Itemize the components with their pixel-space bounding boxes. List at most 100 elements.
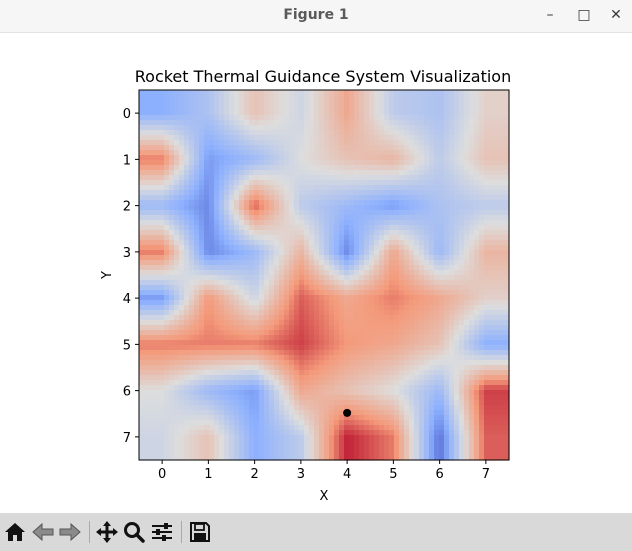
heatmap-cell <box>184 205 190 211</box>
heatmap-cell <box>479 325 485 331</box>
heatmap-cell <box>389 235 395 241</box>
heatmap-cell <box>239 130 245 136</box>
heatmap-cell <box>269 320 275 326</box>
heatmap-cell <box>314 410 320 416</box>
heatmap-cell <box>309 305 315 311</box>
heatmap-cell <box>454 340 460 346</box>
heatmap-cell <box>274 240 280 246</box>
heatmap-cell <box>354 225 360 231</box>
heatmap-cell <box>489 395 495 401</box>
heatmap-cell <box>294 110 300 116</box>
heatmap-cell <box>354 265 360 271</box>
heatmap-cell <box>459 375 465 381</box>
heatmap-cell <box>314 275 320 281</box>
heatmap-cell <box>164 145 170 151</box>
heatmap-cell <box>169 375 175 381</box>
heatmap-cell <box>324 350 330 356</box>
heatmap-cell <box>469 280 475 286</box>
heatmap-cell <box>269 300 275 306</box>
heatmap-cell <box>229 360 235 366</box>
heatmap-cell <box>474 275 480 281</box>
heatmap-cell <box>379 330 385 336</box>
heatmap-cell <box>159 410 165 416</box>
heatmap-cell <box>259 105 265 111</box>
heatmap-cell <box>464 100 470 106</box>
heatmap-cell <box>369 310 375 316</box>
heatmap-cell <box>214 160 220 166</box>
heatmap-cell <box>214 390 220 396</box>
heatmap-cell <box>234 250 240 256</box>
heatmap-cell <box>244 255 250 261</box>
heatmap-cell <box>434 380 440 386</box>
heatmap-cell <box>329 375 335 381</box>
heatmap-cell <box>284 265 290 271</box>
heatmap-cell <box>284 95 290 101</box>
close-button[interactable]: ✕ <box>610 7 622 23</box>
heatmap-cell <box>364 240 370 246</box>
heatmap-cell <box>459 200 465 206</box>
heatmap-cell <box>484 400 490 406</box>
heatmap-cell <box>239 390 245 396</box>
heatmap-cell <box>209 170 215 176</box>
heatmap-cell <box>374 305 380 311</box>
heatmap-cell <box>144 385 150 391</box>
heatmap-cell <box>259 190 265 196</box>
heatmap-cell <box>329 100 335 106</box>
minimize-button[interactable]: – <box>546 7 554 23</box>
heatmap-cell <box>389 135 395 141</box>
heatmap-cell <box>364 300 370 306</box>
heatmap-cell <box>194 420 200 426</box>
heatmap-cell <box>474 245 480 251</box>
heatmap-cell <box>474 115 480 121</box>
heatmap-cell <box>199 205 205 211</box>
heatmap-cell <box>374 415 380 421</box>
heatmap-cell <box>424 220 430 226</box>
heatmap-cell <box>194 365 200 371</box>
heatmap-cell <box>449 380 455 386</box>
heatmap-cell <box>484 110 490 116</box>
heatmap-cell <box>139 290 145 296</box>
heatmap-cell <box>479 260 485 266</box>
heatmap-cell <box>164 210 170 216</box>
heatmap-cell <box>249 215 255 221</box>
heatmap-cell <box>304 155 310 161</box>
heatmap-cell <box>299 405 305 411</box>
heatmap-cell <box>259 295 265 301</box>
heatmap-cell <box>229 140 235 146</box>
heatmap-cell <box>364 255 370 261</box>
heatmap-cell <box>444 355 450 361</box>
heatmap-cell <box>274 145 280 151</box>
heatmap-cell <box>299 345 305 351</box>
heatmap-cell <box>474 205 480 211</box>
heatmap-cell <box>254 410 260 416</box>
heatmap-cell <box>479 230 485 236</box>
heatmap-cell <box>209 405 215 411</box>
heatmap-cell <box>304 275 310 281</box>
maximize-button[interactable]: □ <box>577 7 591 23</box>
heatmap-cell <box>374 140 380 146</box>
heatmap-cell <box>369 180 375 186</box>
heatmap-cell <box>239 195 245 201</box>
heatmap-cell <box>264 410 270 416</box>
heatmap-cell <box>199 100 205 106</box>
heatmap-cell <box>324 145 330 151</box>
heatmap-cell <box>179 95 185 101</box>
heatmap-cell <box>184 350 190 356</box>
heatmap-cell <box>139 325 145 331</box>
heatmap-cell <box>184 220 190 226</box>
figure-canvas[interactable]: Rocket Thermal Guidance System Visualiza… <box>0 33 632 513</box>
heatmap-cell <box>269 275 275 281</box>
heatmap-cell <box>294 410 300 416</box>
heatmap-cell <box>249 410 255 416</box>
heatmap-cell <box>254 180 260 186</box>
heatmap-cell <box>379 170 385 176</box>
heatmap-cell <box>264 270 270 276</box>
heatmap-cell <box>334 375 340 381</box>
heatmap-cell <box>409 365 415 371</box>
heatmap-cell <box>394 315 400 321</box>
heatmap-cell <box>209 290 215 296</box>
heatmap-cell <box>414 160 420 166</box>
heatmap-cell <box>439 390 445 396</box>
heatmap-cell <box>319 240 325 246</box>
heatmap-cell <box>504 420 510 426</box>
